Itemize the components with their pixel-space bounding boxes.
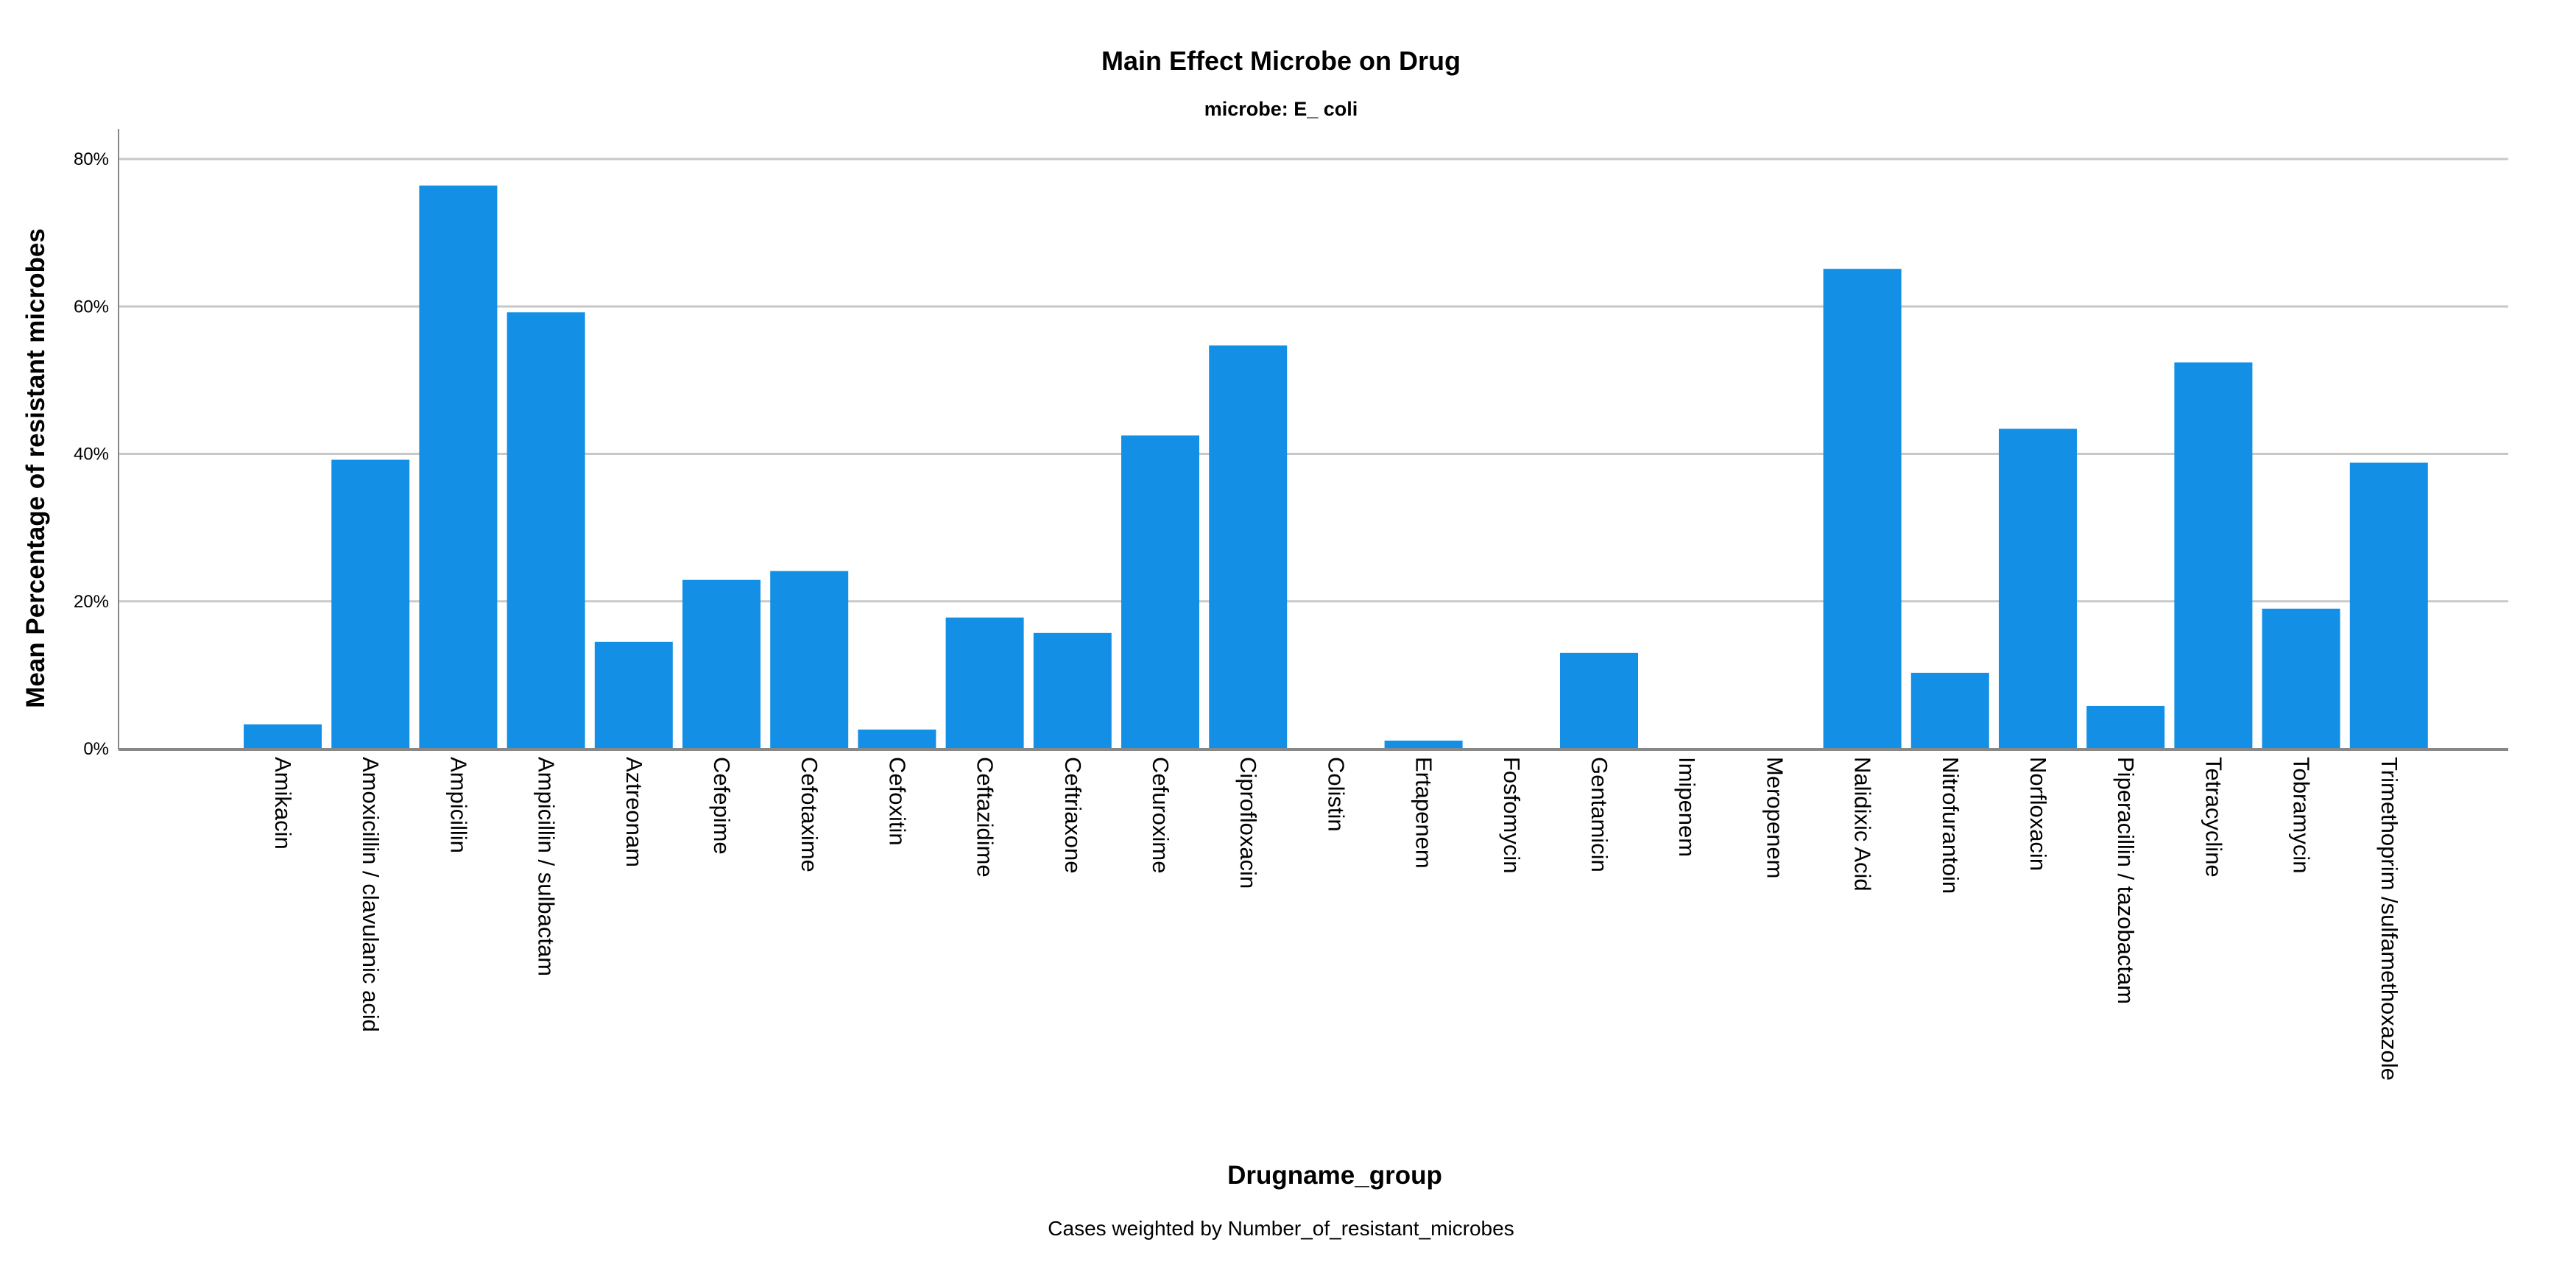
bars bbox=[244, 186, 2428, 749]
bar bbox=[594, 641, 673, 749]
bar bbox=[945, 617, 1024, 749]
bar bbox=[419, 186, 498, 749]
x-tick-label: Cefuroxime bbox=[1148, 757, 1174, 874]
chart-title: Main Effect Microbe on Drug bbox=[1101, 46, 1461, 76]
x-tick-label: Imipenem bbox=[1674, 757, 1700, 857]
footnote: Cases weighted by Number_of_resistant_mi… bbox=[1048, 1217, 1514, 1240]
bar bbox=[507, 312, 585, 749]
bar bbox=[244, 724, 322, 749]
x-tick-label: Trimethoprim /sulfamethoxazole bbox=[2376, 757, 2402, 1081]
x-tick-label: Ampicillin bbox=[445, 757, 471, 853]
bar bbox=[2086, 705, 2165, 749]
y-tick-label: 20% bbox=[74, 592, 109, 612]
x-tick-label: Cefoxitin bbox=[884, 757, 910, 846]
bar bbox=[1033, 632, 1112, 749]
x-tick-label: Ceftazidime bbox=[973, 757, 998, 878]
x-tick-label: Norfloxacin bbox=[2025, 757, 2051, 871]
bar bbox=[2174, 362, 2253, 749]
chart-subtitle: microbe: E_ coli bbox=[1204, 98, 1358, 120]
x-tick-label: Nitrofurantoin bbox=[1938, 757, 1963, 894]
y-axis-title: Mean Percentage of resistant microbes bbox=[21, 228, 50, 708]
y-tick-label: 40% bbox=[74, 445, 109, 465]
bar bbox=[1999, 428, 2077, 749]
y-tick-labels: 0% 20% 40% 60% 80% bbox=[74, 149, 109, 759]
bar bbox=[858, 729, 936, 749]
y-tick-label: 0% bbox=[83, 739, 109, 759]
x-tick-label: Meropenem bbox=[1762, 757, 1788, 878]
y-tick-label: 60% bbox=[74, 297, 109, 317]
x-tick-label: Amikacin bbox=[270, 757, 296, 850]
x-tick-label: Ceftriaxone bbox=[1060, 757, 1086, 874]
bar bbox=[1910, 672, 1989, 749]
x-tick-labels: Amikacin Amoxicillin / clavulanic acid Amp… bbox=[270, 757, 2402, 1081]
x-tick-label: Ampicillin / sulbactam bbox=[534, 757, 560, 976]
bar bbox=[1560, 652, 1638, 749]
bar bbox=[770, 571, 849, 749]
x-tick-label: Ciprofloxacin bbox=[1235, 757, 1261, 889]
bar bbox=[2262, 608, 2340, 749]
bar bbox=[1384, 740, 1463, 749]
bar bbox=[1121, 435, 1199, 749]
x-tick-label: Tobramycin bbox=[2289, 757, 2315, 874]
bar bbox=[2349, 462, 2428, 749]
y-tick-label: 80% bbox=[74, 149, 109, 169]
x-axis-title: Drugname_group bbox=[1227, 1161, 1442, 1190]
bar bbox=[1823, 269, 1902, 749]
x-tick-label: Tetracycline bbox=[2201, 757, 2226, 878]
x-tick-label: Colistin bbox=[1323, 757, 1349, 832]
bar bbox=[331, 459, 410, 749]
bar bbox=[1209, 345, 1288, 749]
bar bbox=[682, 579, 761, 749]
x-tick-label: Aztreonam bbox=[621, 757, 647, 867]
x-tick-label: Ertapenem bbox=[1411, 757, 1437, 869]
x-tick-label: Cefepime bbox=[709, 757, 735, 855]
x-tick-label: Fosfomycin bbox=[1499, 757, 1525, 873]
x-tick-label: Amoxicillin / clavulanic acid bbox=[358, 757, 384, 1032]
x-tick-label: Gentamicin bbox=[1587, 757, 1612, 872]
x-tick-label: Piperacillin / tazobactam bbox=[2113, 757, 2139, 1004]
x-tick-label: Cefotaxime bbox=[797, 757, 822, 872]
x-tick-label: Nalidixic Acid bbox=[1850, 757, 1876, 892]
